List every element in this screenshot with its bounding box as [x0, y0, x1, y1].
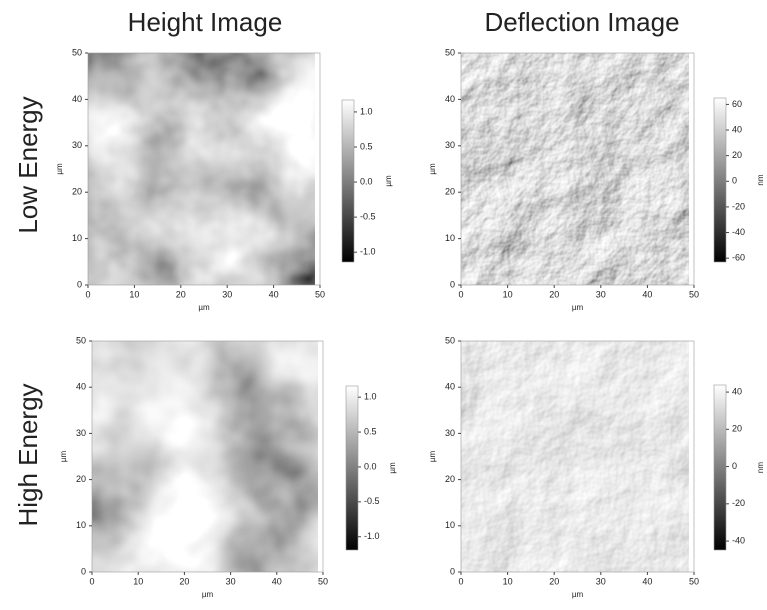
- y-tick-label: 20: [76, 474, 86, 484]
- afm-image: [88, 53, 315, 285]
- y-tick-label: 40: [445, 94, 455, 104]
- colorbar-tick-label: 0.0: [360, 176, 373, 186]
- x-tick-label: 50: [689, 289, 699, 299]
- colorbar-tick-label: 0.5: [360, 141, 373, 151]
- y-tick-label: 30: [445, 428, 455, 438]
- x-tick-label: 20: [549, 576, 559, 586]
- colorbar-tick-label: -20: [732, 498, 745, 508]
- x-tick-label: 10: [129, 289, 139, 299]
- colorbar: [714, 98, 726, 262]
- x-tick-label: 0: [85, 289, 90, 299]
- colorbar: [714, 385, 726, 550]
- y-axis-label: µm: [59, 451, 68, 463]
- y-tick-label: 30: [76, 428, 86, 438]
- y-axis-label: µm: [428, 163, 437, 175]
- x-tick-label: 10: [503, 289, 513, 299]
- x-tick-label: 10: [133, 576, 143, 586]
- x-tick-label: 30: [222, 289, 232, 299]
- y-tick-label: 0: [81, 566, 86, 576]
- x-tick-label: 30: [596, 289, 606, 299]
- colorbar-tick-label: 0.0: [364, 461, 377, 471]
- y-tick-label: 40: [76, 382, 86, 392]
- x-tick-label: 40: [642, 289, 652, 299]
- colorbar: [342, 100, 354, 262]
- x-tick-label: 10: [503, 576, 513, 586]
- y-tick-label: 40: [445, 382, 455, 392]
- x-tick-label: 40: [272, 576, 282, 586]
- colorbar-label: µm: [388, 462, 397, 474]
- y-tick-label: 0: [450, 566, 455, 576]
- colorbar-tick-label: 0.5: [364, 426, 377, 436]
- y-tick-label: 10: [72, 233, 82, 243]
- colorbar-tick-label: 40: [732, 124, 742, 134]
- x-tick-label: 20: [549, 289, 559, 299]
- x-tick-label: 0: [458, 576, 463, 586]
- colorbar-tick-label: -40: [732, 227, 745, 237]
- x-tick-label: 30: [226, 576, 236, 586]
- afm-image: [92, 341, 318, 572]
- y-tick-label: 10: [76, 520, 86, 530]
- colorbar-tick-label: 60: [732, 99, 742, 109]
- x-axis-label: µm: [572, 303, 584, 312]
- x-tick-label: 20: [179, 576, 189, 586]
- x-tick-label: 50: [689, 576, 699, 586]
- colorbar-tick-label: -1.0: [364, 531, 380, 541]
- y-tick-label: 30: [72, 140, 82, 150]
- y-tick-label: 50: [72, 47, 82, 57]
- colorbar-tick-label: 0: [732, 176, 737, 186]
- y-axis-label: µm: [428, 451, 437, 463]
- colorbar-tick-label: -0.5: [364, 496, 380, 506]
- y-tick-label: 50: [445, 335, 455, 345]
- x-tick-label: 50: [315, 289, 325, 299]
- x-tick-label: 20: [176, 289, 186, 299]
- y-tick-label: 30: [445, 140, 455, 150]
- colorbar-tick-label: -20: [732, 201, 745, 211]
- y-tick-label: 10: [445, 520, 455, 530]
- x-axis-label: µm: [572, 590, 584, 599]
- x-axis-label: µm: [198, 303, 210, 312]
- colorbar-label: nm: [756, 462, 765, 473]
- colorbar-tick-label: 40: [732, 386, 742, 396]
- x-axis-label: µm: [202, 590, 214, 599]
- x-tick-label: 0: [458, 289, 463, 299]
- y-tick-label: 50: [445, 47, 455, 57]
- column-title: Deflection Image: [484, 7, 679, 37]
- colorbar-tick-label: -60: [732, 253, 745, 263]
- colorbar-tick-label: 0: [732, 461, 737, 471]
- afm-image: [461, 341, 689, 572]
- x-tick-label: 50: [318, 576, 328, 586]
- colorbar-tick-label: 20: [732, 424, 742, 434]
- colorbar-tick-label: 20: [732, 150, 742, 160]
- y-tick-label: 0: [77, 279, 82, 289]
- y-tick-label: 10: [445, 233, 455, 243]
- colorbar-tick-label: -40: [732, 535, 745, 545]
- y-axis-label: µm: [55, 163, 64, 175]
- y-tick-label: 50: [76, 335, 86, 345]
- colorbar-tick-label: 1.0: [364, 392, 377, 402]
- x-tick-label: 30: [596, 576, 606, 586]
- y-tick-label: 0: [450, 279, 455, 289]
- y-tick-label: 20: [445, 474, 455, 484]
- afm-image: [461, 53, 689, 285]
- row-title: High Energy: [13, 383, 43, 526]
- colorbar-tick-label: 1.0: [360, 106, 373, 116]
- x-tick-label: 40: [642, 576, 652, 586]
- colorbar-tick-label: -0.5: [360, 211, 376, 221]
- x-tick-label: 0: [89, 576, 94, 586]
- x-tick-label: 40: [269, 289, 279, 299]
- colorbar: [346, 386, 358, 550]
- y-tick-label: 20: [72, 187, 82, 197]
- figure: Height Image Deflection Image Low Energy…: [0, 0, 767, 610]
- y-tick-label: 40: [72, 94, 82, 104]
- y-tick-label: 20: [445, 187, 455, 197]
- colorbar-label: µm: [384, 175, 393, 187]
- colorbar-label: nm: [756, 174, 765, 185]
- column-title: Height Image: [128, 7, 283, 37]
- row-title: Low Energy: [13, 96, 43, 233]
- colorbar-tick-label: -1.0: [360, 247, 376, 257]
